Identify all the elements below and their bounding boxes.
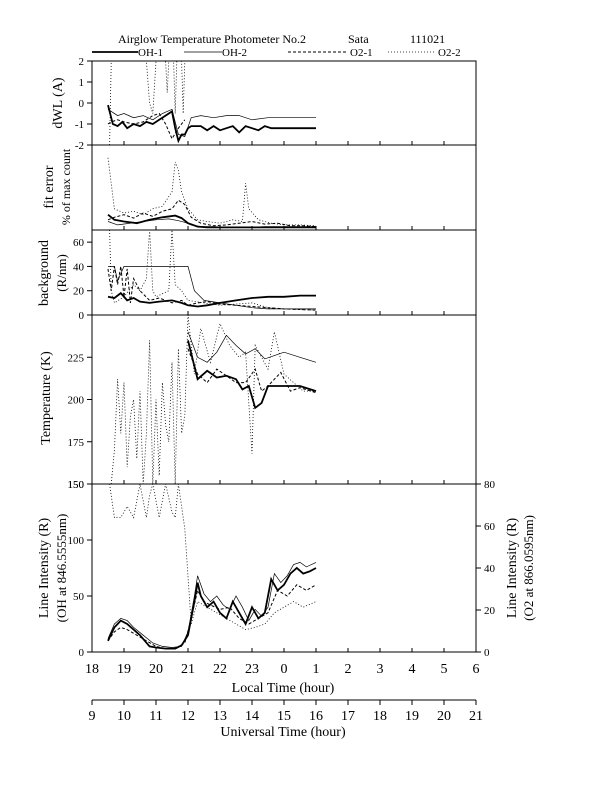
panel4-ytick-label: 225 [68,352,85,364]
local-time-tick-label: 19 [117,662,131,677]
panel2-ylabel2: % of max count [59,148,73,225]
panel5-ytick-right-label: 60 [484,521,496,533]
plot-area: -2-1012020406015017520022505010015002040… [68,56,496,724]
panel2-ylabel: fit error [42,165,57,208]
panel4-series-oh-2 [187,331,317,363]
panel1-ylabel: dWL (A) [51,77,66,129]
local-time-tick-label: 20 [149,662,163,677]
panel5-series-oh-1 [107,566,317,650]
panel3-ylabel: background [37,240,52,306]
panel5-ytick-right-label: 80 [484,479,496,491]
panel4-frame [91,314,477,485]
panel4-ytick-label: 150 [68,479,85,491]
panel5-ytick-label: 100 [68,535,85,547]
local-time-tick-label: 6 [473,662,480,677]
panel5-ytick-label: 0 [79,647,85,659]
panel1-ytick-label: 1 [79,77,85,89]
panel3-ytick-label: 60 [73,237,85,249]
date-label: 111021 [410,32,445,46]
ut-tick-label: 9 [89,709,96,724]
panel1-series-oh-2 [107,108,316,138]
panel3-series-oh-2 [108,266,316,310]
panel1-frame [91,60,477,146]
panel1-series-o2-2 [109,61,186,145]
legend-label-oh2: OH-2 [222,47,247,59]
legend-label-o22: O2-2 [438,47,461,59]
panel5-ytick-label: 50 [73,591,85,603]
ut-tick-label: 16 [309,709,323,724]
panel2-series-o2-2 [107,157,317,227]
ut-tick-label: 19 [405,709,419,724]
ut-tick-label: 14 [245,709,259,724]
panel2-series-oh-2 [107,218,316,228]
ut-tick-label: 11 [149,709,162,724]
panel3-series-o2-1 [107,266,317,311]
site-name: Sata [348,32,369,46]
panel4-series-oh-1 [187,340,317,410]
panel5-ytick-right-label: 0 [484,647,490,659]
panel2-series-oh-1 [107,213,316,229]
panel5-series-o2-1 [107,584,317,650]
local-time-tick-label: 18 [85,662,99,677]
local-time-tick-label: 21 [181,662,195,677]
legend-label-o21: O2-1 [350,47,373,59]
panel5-series-o2-2 [109,484,317,631]
panel1-ytick-label: -2 [75,140,84,152]
panel3-ylabel2: (R/nm) [54,254,69,292]
ut-tick-label: 12 [181,709,195,724]
legend: OH-1 OH-2 O2-1 O2-2 [92,47,461,59]
panel4-ytick-label: 200 [68,395,85,407]
local-time-tick-label: 4 [409,662,416,677]
panel3-ytick-label: 20 [73,286,85,298]
panel3-series-o2-2 [109,230,317,311]
panel1-ytick-label: -1 [75,119,84,131]
panel3-ytick-label: 0 [79,310,85,322]
ut-tick-label: 17 [341,709,355,724]
panel5-ytick-label: 150 [68,479,85,491]
ut-tick-label: 13 [213,709,227,724]
panel5-ylabel: Line Intensity (R) [37,518,52,619]
panel5-ytick-right-label: 40 [484,563,496,575]
local-time-xlabel: Local Time (hour) [232,681,335,696]
panel2-frame [91,144,477,231]
ut-tick-label: 20 [437,709,451,724]
ut-tick-label: 10 [117,709,131,724]
ut-tick-label: 15 [277,709,291,724]
panel4-series-o2-2 [110,315,316,484]
local-time-tick-label: 0 [281,662,288,677]
local-time-tick-label: 5 [441,662,448,677]
panel3-series-oh-1 [107,291,316,308]
panel5-ylabel-right: Line Intensity (R) [505,518,520,619]
ut-time-xlabel: Universal Time (hour) [220,725,346,740]
legend-label-oh1: OH-1 [138,47,163,59]
panel2-series-o2-1 [107,199,317,228]
local-time-tick-label: 1 [313,662,320,677]
local-time-tick-label: 2 [345,662,352,677]
panel1-ytick-label: 2 [79,56,85,68]
panel1-ytick-label: 0 [79,98,85,110]
panel5-frame [91,483,477,653]
panel5-ylabel-right2: (O2 at 866.0595nm) [521,515,536,621]
panel5-series-oh-2 [107,562,317,648]
ut-tick-label: 18 [373,709,387,724]
local-time-tick-label: 23 [245,662,259,677]
local-time-tick-label: 22 [213,662,227,677]
ut-tick-label: 21 [469,709,483,724]
panel1-series-oh-1 [107,104,316,144]
panel5-ylabel2: (OH at 846.5555nm) [54,514,69,623]
chart-title: Airglow Temperature Photometer No.2 [118,32,306,46]
panel4-series-o2-1 [187,348,317,394]
local-time-tick-label: 3 [377,662,384,677]
panel5-ytick-right-label: 20 [484,605,496,617]
panel4-ylabel: Temperature (K) [39,351,54,445]
panel1-series-o2-1 [107,112,186,140]
panel3-ytick-label: 40 [73,261,85,273]
panel4-ytick-label: 175 [68,437,85,449]
